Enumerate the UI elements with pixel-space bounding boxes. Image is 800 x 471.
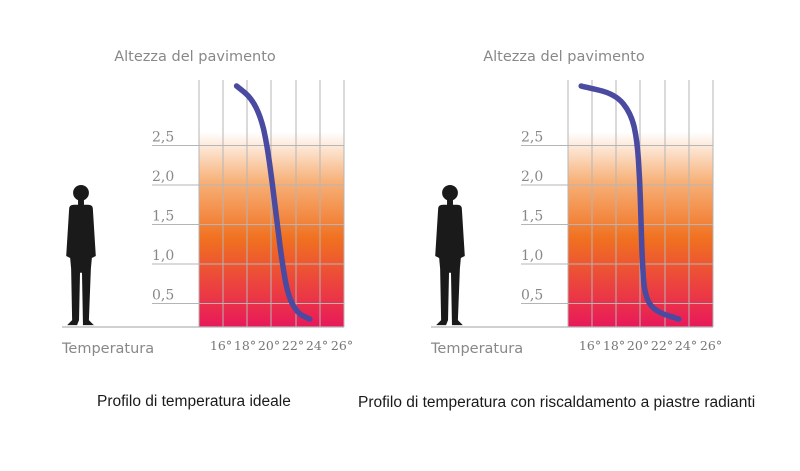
y-tick-label: 1,0: [152, 248, 174, 264]
y-tick-label: 1,0: [521, 248, 543, 264]
x-tick-label: 24°: [306, 338, 328, 353]
person-silhouette-icon: [435, 184, 465, 326]
x-axis-title: Temperatura: [430, 341, 523, 357]
y-axis-title: Altezza del pavimento: [114, 49, 276, 65]
y-tick-label: 2,0: [152, 169, 174, 185]
y-tick-label: 1,5: [152, 209, 174, 225]
y-tick-label: 2,5: [152, 130, 174, 146]
person-silhouette-icon: [66, 184, 96, 326]
x-tick-label: 16°: [210, 338, 232, 353]
x-tick-label: 22°: [651, 338, 673, 353]
y-tick-label: 0,5: [521, 288, 543, 304]
x-tick-label: 26°: [700, 338, 722, 353]
x-tick-label: 22°: [282, 338, 304, 353]
x-tick-label: 26°: [331, 338, 353, 353]
y-axis-title: Altezza del pavimento: [483, 49, 645, 65]
x-tick-label: 18°: [603, 338, 625, 353]
y-tick-label: 1,5: [521, 209, 543, 225]
x-tick-label: 16°: [579, 338, 601, 353]
x-tick-label: 20°: [627, 338, 649, 353]
x-axis-title: Temperatura: [61, 341, 154, 357]
x-tick-label: 20°: [258, 338, 280, 353]
temperature-profile-line: [578, 83, 682, 322]
y-tick-label: 2,5: [521, 130, 543, 146]
y-tick-label: 0,5: [152, 288, 174, 304]
chart-caption-radiant: Profilo di temperatura con riscaldamento…: [358, 394, 756, 411]
temperature-profile-line: [233, 83, 313, 322]
chart-panel-1: 0,5 1,0 1,5 2,0 2,5 16° 18° 20° 22° 24° 26° Altezza…: [61, 49, 353, 357]
y-tick-label: 2,0: [521, 169, 543, 185]
chart-caption-ideal: Profilo di temperatura ideale: [97, 393, 291, 410]
chart-panel-2: 0,5 1,0 1,5 2,0 2,5 16° 18° 20° 22° 24° 26° Altezza…: [430, 49, 722, 357]
x-tick-label: 24°: [675, 338, 697, 353]
x-tick-label: 18°: [234, 338, 256, 353]
